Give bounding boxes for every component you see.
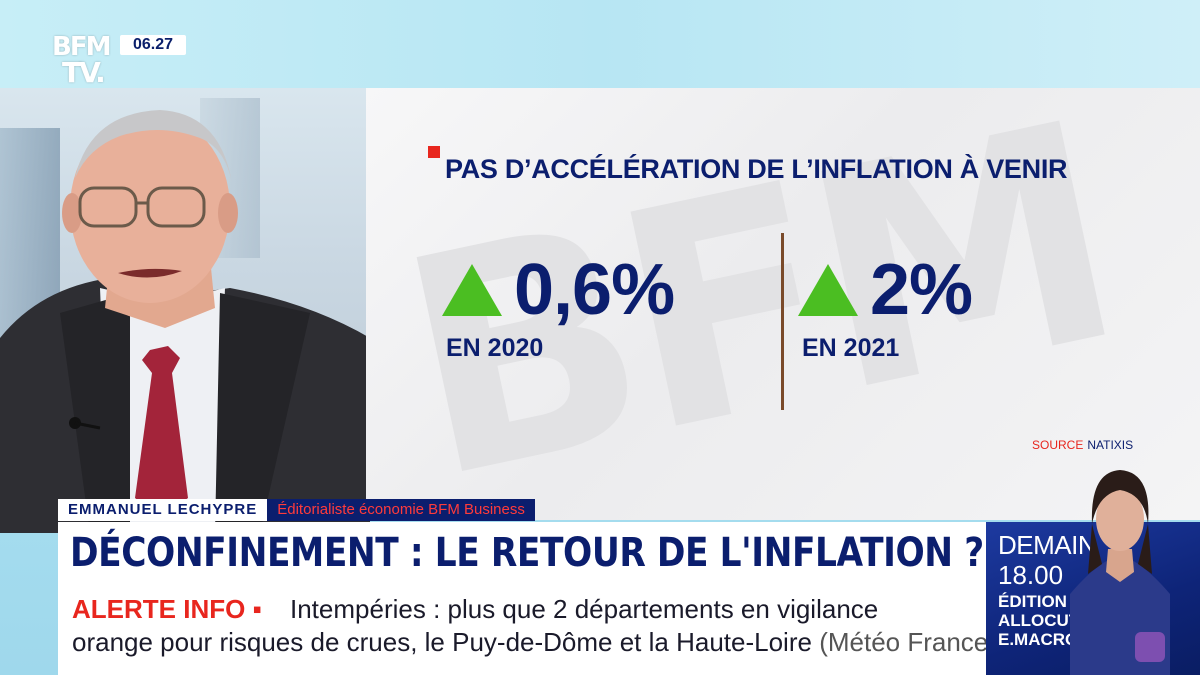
promo-day: DEMAIN bbox=[998, 530, 1097, 560]
promo-line-3: E.MACRON bbox=[998, 630, 1091, 649]
source-label: SOURCE bbox=[1032, 438, 1084, 452]
alert-label: ALERTE INFO ▪ bbox=[72, 594, 262, 624]
stat-label: EN 2021 bbox=[802, 334, 900, 362]
source-credit: SOURCE NATIXIS bbox=[1032, 438, 1133, 452]
logo-line-1: BFM bbox=[52, 32, 111, 62]
up-triangle-icon bbox=[442, 264, 502, 316]
clock: 06.27 bbox=[120, 35, 186, 55]
anchor-image bbox=[1070, 470, 1170, 675]
presenter-image bbox=[0, 110, 370, 533]
headline-bar: DÉCONFINEMENT : LE RETOUR DE L'INFLATION… bbox=[58, 522, 986, 582]
speaker-role: Éditorialiste économie BFM Business bbox=[267, 499, 535, 521]
logo-line-2: TV. bbox=[62, 56, 106, 89]
headline-text: DÉCONFINEMENT : LE RETOUR DE L'INFLATION… bbox=[70, 530, 984, 576]
channel-logo: BFM TV. bbox=[52, 32, 114, 89]
stat-2021: 2% EN 2021 bbox=[798, 254, 1098, 374]
stat-value: 2% bbox=[870, 250, 973, 330]
ticker-line-2-text: orange pour risques de crues, le Puy-de-… bbox=[72, 627, 812, 657]
infographic-panel: BFM PAS D’ACCÉLÉRATION DE L’INFLATION À … bbox=[366, 88, 1200, 520]
infographic-title: PAS D’ACCÉLÉRATION DE L’INFLATION À VENI… bbox=[445, 154, 1068, 184]
studio-background bbox=[0, 88, 370, 533]
name-bar: EMMANUEL LECHYPRE Éditorialiste économie… bbox=[58, 499, 535, 521]
ticker-line-1: Intempéries : plus que 2 départements en… bbox=[290, 594, 879, 624]
news-ticker: ALERTE INFO ▪ Intempéries : plus que 2 d… bbox=[58, 582, 997, 675]
up-triangle-icon bbox=[798, 264, 858, 316]
speaker-name: EMMANUEL LECHYPRE bbox=[58, 499, 268, 521]
source-value: NATIXIS bbox=[1087, 438, 1134, 452]
ticker-line-2: orange pour risques de crues, le Puy-de-… bbox=[72, 627, 997, 658]
stat-2020: 0,6% EN 2020 bbox=[442, 254, 742, 374]
promo-time: 18.00 bbox=[998, 560, 1064, 590]
title-marker bbox=[428, 146, 440, 158]
stat-divider bbox=[781, 233, 784, 410]
stat-label: EN 2020 bbox=[446, 334, 544, 362]
stat-value: 0,6% bbox=[514, 250, 675, 330]
sky-background bbox=[0, 0, 1200, 90]
ticker-source: (Météo France) bbox=[819, 627, 997, 657]
